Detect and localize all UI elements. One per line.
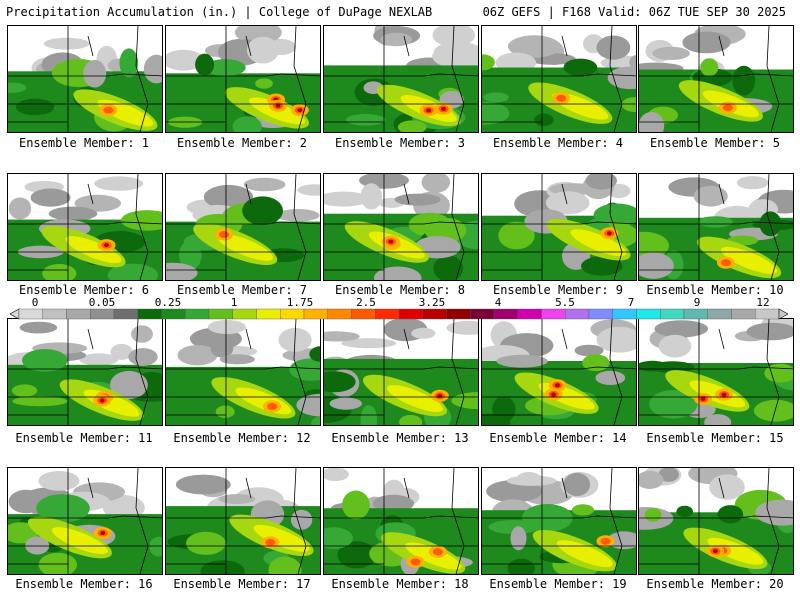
colorbar-tick-label: 3.25 [418, 296, 446, 309]
member-label: Ensemble Member: 8 [334, 283, 466, 297]
member-map-panel [323, 318, 479, 426]
colorbar-segment [232, 308, 257, 320]
colorbar-tick-label: 0.05 [88, 296, 116, 309]
member-label: Ensemble Member: 13 [331, 431, 469, 445]
colorbar-segment [90, 308, 115, 320]
colorbar-segment [303, 308, 328, 320]
colorbar-segment [66, 308, 91, 320]
member-map-panel [638, 318, 794, 426]
member-label: Ensemble Member: 5 [649, 136, 781, 150]
member-map-panel [481, 25, 637, 133]
colorbar-segment [636, 308, 661, 320]
colorbar-segment [683, 308, 708, 320]
member-map-panel [638, 25, 794, 133]
member-label: Ensemble Member: 14 [489, 431, 627, 445]
colorbar-tick-label: 2.5 [356, 296, 376, 309]
member-label: Ensemble Member: 9 [492, 283, 624, 297]
colorbar-segment [18, 308, 43, 320]
member-map-panel [165, 318, 321, 426]
colorbar-segment [565, 308, 590, 320]
colorbar-segment [517, 308, 542, 320]
map-title: Precipitation Accumulation (in.) | Colle… [6, 5, 433, 19]
member-label: Ensemble Member: 16 [15, 577, 153, 591]
member-label: Ensemble Member: 19 [489, 577, 627, 591]
member-label: Ensemble Member: 17 [173, 577, 311, 591]
member-map-panel [7, 467, 163, 575]
member-map-panel [323, 25, 479, 133]
member-map-panel [481, 318, 637, 426]
colorbar-tick-label: 0 [31, 296, 39, 309]
colorbar-tick-label: 9 [693, 296, 701, 309]
member-map-panel [323, 467, 479, 575]
colorbar-segment [137, 308, 162, 320]
member-label: Ensemble Member: 6 [18, 283, 150, 297]
colorbar-segment [256, 308, 281, 320]
colorbar-segment [375, 308, 400, 320]
member-map-panel [165, 467, 321, 575]
member-map-panel [638, 467, 794, 575]
colorbar-segment [470, 308, 495, 320]
member-map-panel [638, 173, 794, 281]
colorbar-segment [493, 308, 518, 320]
colorbar-segment [208, 308, 233, 320]
colorbar-tick-label: 12 [756, 296, 770, 309]
member-map-panel [7, 318, 163, 426]
member-label: Ensemble Member: 7 [176, 283, 308, 297]
member-label: Ensemble Member: 10 [646, 283, 784, 297]
colorbar-segment [541, 308, 566, 320]
colorbar-tick-label: 4 [494, 296, 502, 309]
member-map-panel [481, 467, 637, 575]
colorbar-segment [161, 308, 186, 320]
colorbar-tick-label: 1.75 [286, 296, 314, 309]
colorbar-tick-label: 1 [230, 296, 238, 309]
colorbar-tick-label: 7 [627, 296, 635, 309]
valid-time: 06Z GEFS | F168 Valid: 06Z TUE SEP 30 20… [482, 5, 786, 19]
colorbar-segment [612, 308, 637, 320]
colorbar-segment [398, 308, 423, 320]
member-label: Ensemble Member: 12 [173, 431, 311, 445]
member-map-panel [7, 25, 163, 133]
colorbar-segment [422, 308, 447, 320]
member-map-panel [481, 173, 637, 281]
member-label: Ensemble Member: 2 [176, 136, 308, 150]
member-label: Ensemble Member: 18 [331, 577, 469, 591]
member-map-panel [323, 173, 479, 281]
colorbar [10, 308, 788, 320]
member-label: Ensemble Member: 20 [646, 577, 784, 591]
member-label: Ensemble Member: 1 [18, 136, 150, 150]
colorbar-segment [113, 308, 138, 320]
colorbar-tick-label: 5.5 [555, 296, 575, 309]
member-label: Ensemble Member: 15 [646, 431, 784, 445]
member-label: Ensemble Member: 3 [334, 136, 466, 150]
colorbar-segment [280, 308, 305, 320]
member-label: Ensemble Member: 4 [492, 136, 624, 150]
member-map-panel [165, 25, 321, 133]
colorbar-segment [351, 308, 376, 320]
colorbar-segment [327, 308, 352, 320]
member-map-panel [7, 173, 163, 281]
colorbar-segment [588, 308, 613, 320]
colorbar-segment [660, 308, 685, 320]
member-map-panel [165, 173, 321, 281]
colorbar-segment [755, 308, 780, 320]
colorbar-segment [707, 308, 732, 320]
colorbar-segment [731, 308, 756, 320]
colorbar-segment [446, 308, 471, 320]
member-label: Ensemble Member: 11 [15, 431, 153, 445]
colorbar-segment [42, 308, 67, 320]
colorbar-segment [185, 308, 210, 320]
colorbar-tick-label: 0.25 [154, 296, 182, 309]
